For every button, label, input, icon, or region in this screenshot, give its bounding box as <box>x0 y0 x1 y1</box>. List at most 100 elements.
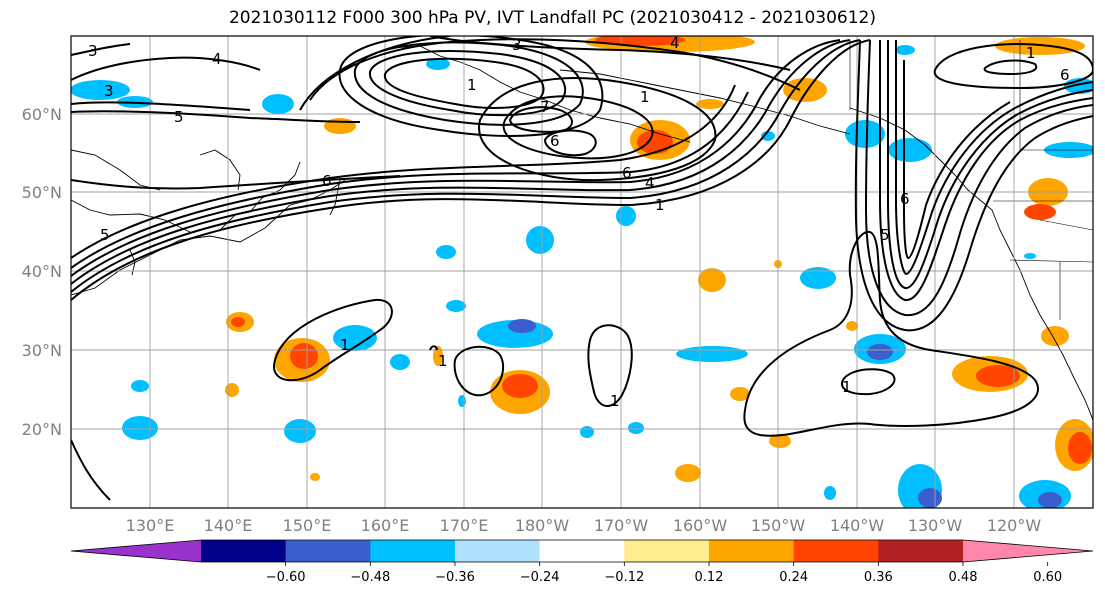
contour-line <box>71 39 861 293</box>
shade-negative <box>895 45 915 55</box>
contour-label: 1 <box>842 378 852 396</box>
shade-positive <box>1024 204 1056 220</box>
korea-coast <box>71 199 191 233</box>
map-background <box>71 36 1093 508</box>
shade-negative <box>262 94 294 114</box>
colorbar-tick-label: 0.48 <box>949 570 978 585</box>
shade-negative <box>333 325 377 351</box>
colorbar-segment <box>709 540 795 562</box>
shade-negative <box>628 422 644 434</box>
contour-label: 1 <box>340 336 350 354</box>
shade-positive <box>698 268 726 292</box>
contour-line <box>894 40 1093 276</box>
lat-label: 60°N <box>22 105 62 124</box>
lon-label: 150°W <box>751 516 806 535</box>
shade-negative <box>676 346 748 362</box>
contour-line <box>299 36 451 111</box>
contour-line <box>902 60 1011 260</box>
shade-negative <box>761 131 775 141</box>
lon-label: 160°W <box>673 516 728 535</box>
contour-line <box>878 40 1093 302</box>
colorbar-segment <box>285 540 371 562</box>
contour-label: 4 <box>645 174 655 192</box>
lon-label: 120°W <box>987 516 1042 535</box>
contour-line <box>854 39 1093 332</box>
shade-positive <box>846 321 858 331</box>
lon-label: 130°W <box>908 516 963 535</box>
contour-label: 5 <box>100 226 110 244</box>
lat-label: 20°N <box>22 420 62 439</box>
contour-line <box>71 175 401 190</box>
contour-line <box>886 40 1093 290</box>
shade-positive <box>225 383 239 397</box>
contour-line <box>429 345 438 351</box>
contour-line <box>508 106 573 133</box>
contour-label: 3 <box>512 36 522 54</box>
lon-label: 170°W <box>594 516 649 535</box>
colorbar-extend-low <box>71 540 201 562</box>
colorbar-tick-label: −0.60 <box>266 570 306 585</box>
colorbar-segment <box>201 540 287 562</box>
colorbar-segment <box>878 540 964 562</box>
shade-positive <box>696 99 724 109</box>
shade-positive <box>433 346 443 366</box>
shade-positive <box>1068 432 1092 464</box>
chart-title: 2021030112 F000 300 hPa PV, IVT Landfall… <box>228 8 876 28</box>
shade-negative <box>390 354 410 370</box>
shade-negative <box>616 206 636 226</box>
lat-label: 40°N <box>22 262 62 281</box>
shade-positive <box>976 365 1020 387</box>
contour-line <box>368 50 567 117</box>
na-coast <box>849 107 1093 421</box>
contour-line <box>273 298 393 382</box>
colorbar: −0.60 −0.48 −0.36 −0.24 −0.12 0.12 0.24 0.36 0.4… <box>70 539 1094 585</box>
lon-label: 130°E <box>126 516 175 535</box>
lon-label: 170°E <box>440 516 489 535</box>
contour-line <box>453 345 505 397</box>
colorbar-segment <box>370 540 456 562</box>
shade-positive <box>290 343 318 369</box>
lon-label: 140°W <box>830 516 885 535</box>
contour-line <box>71 110 361 123</box>
colorbar-tick-label: 0.36 <box>864 570 893 585</box>
contour-line <box>309 38 801 101</box>
contour-line <box>71 39 841 277</box>
contour-label: 1 <box>467 76 477 94</box>
shade-negative <box>436 245 456 259</box>
lon-label: 180°W <box>515 516 570 535</box>
contour-label: 5 <box>174 108 184 126</box>
shade-negative <box>580 426 594 438</box>
colorbar-outline <box>70 539 1094 563</box>
colorbar-tick-label: −0.48 <box>350 570 390 585</box>
longitude-labels: 130°E 140°E 150°E 160°E 170°E 180°W 170°… <box>126 516 1042 535</box>
contour-label: 4 <box>670 34 680 52</box>
shade-negative <box>918 488 942 508</box>
contour-line <box>71 56 261 81</box>
contour-label: 3 <box>104 82 114 100</box>
lon-label: 160°E <box>361 516 410 535</box>
shade-positive <box>231 317 245 327</box>
colorbar-segment <box>793 540 879 562</box>
contour-line <box>587 324 633 407</box>
contour-line <box>864 39 1093 317</box>
contour-label: 1 <box>640 88 650 106</box>
contour-label: 6 <box>550 132 560 150</box>
shade-positive <box>675 464 701 482</box>
colorbar-tick-label: −0.36 <box>435 570 475 585</box>
contour-line <box>502 95 654 160</box>
contour-labels: 3 4 3 5 1 7 6 6 4 1 6 1 5 6 5 1 1 1 1 4 … <box>88 34 1070 410</box>
shade-positive <box>1041 326 1069 346</box>
shade-negative <box>867 344 893 360</box>
shade-positive <box>769 434 791 448</box>
shade-negative <box>800 267 836 289</box>
contour-label: 7 <box>540 98 550 116</box>
contour-line <box>429 36 791 71</box>
contour-label: 1 <box>610 392 620 410</box>
contour-line <box>71 439 111 501</box>
colorbar-segment <box>624 540 710 562</box>
shade-negative <box>526 226 554 254</box>
shade-positive <box>783 78 827 102</box>
lat-label: 30°N <box>22 341 62 360</box>
shade-negative <box>1038 492 1062 508</box>
contour-line <box>983 59 1038 76</box>
